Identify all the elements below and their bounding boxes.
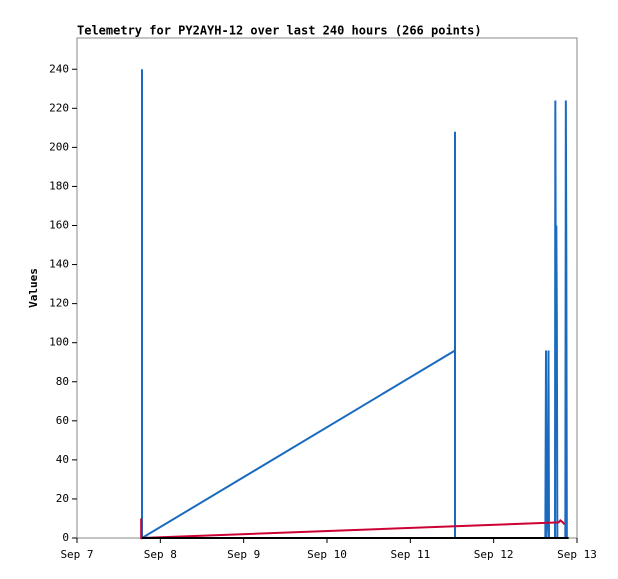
x-tick-label: Sep 13 xyxy=(557,548,597,561)
y-tick-label: 220 xyxy=(49,101,69,114)
y-tick-label: 180 xyxy=(49,179,69,192)
x-tick-label: Sep 9 xyxy=(227,548,260,561)
y-tick-label: 160 xyxy=(49,219,69,232)
x-tick-label: Sep 11 xyxy=(390,548,430,561)
y-tick-label: 100 xyxy=(49,336,69,349)
y-tick-label: 20 xyxy=(56,492,69,505)
x-tick-label: Sep 12 xyxy=(474,548,514,561)
x-tick-label: Sep 7 xyxy=(60,548,93,561)
y-tick-label: 40 xyxy=(56,453,69,466)
y-tick-label: 60 xyxy=(56,414,69,427)
y-tick-label: 80 xyxy=(56,375,69,388)
y-tick-label: 120 xyxy=(49,297,69,310)
y-tick-label: 200 xyxy=(49,140,69,153)
plot-area xyxy=(76,37,578,539)
x-tick-label: Sep 8 xyxy=(144,548,177,561)
y-tick-label: 240 xyxy=(49,62,69,75)
y-tick-label: 0 xyxy=(62,531,69,544)
y-axis-label: Values xyxy=(27,268,40,308)
y-tick-label: 140 xyxy=(49,258,69,271)
chart-title: Telemetry for PY2AYH-12 over last 240 ho… xyxy=(77,24,482,38)
x-tick-label: Sep 10 xyxy=(307,548,347,561)
series-line xyxy=(140,518,566,540)
